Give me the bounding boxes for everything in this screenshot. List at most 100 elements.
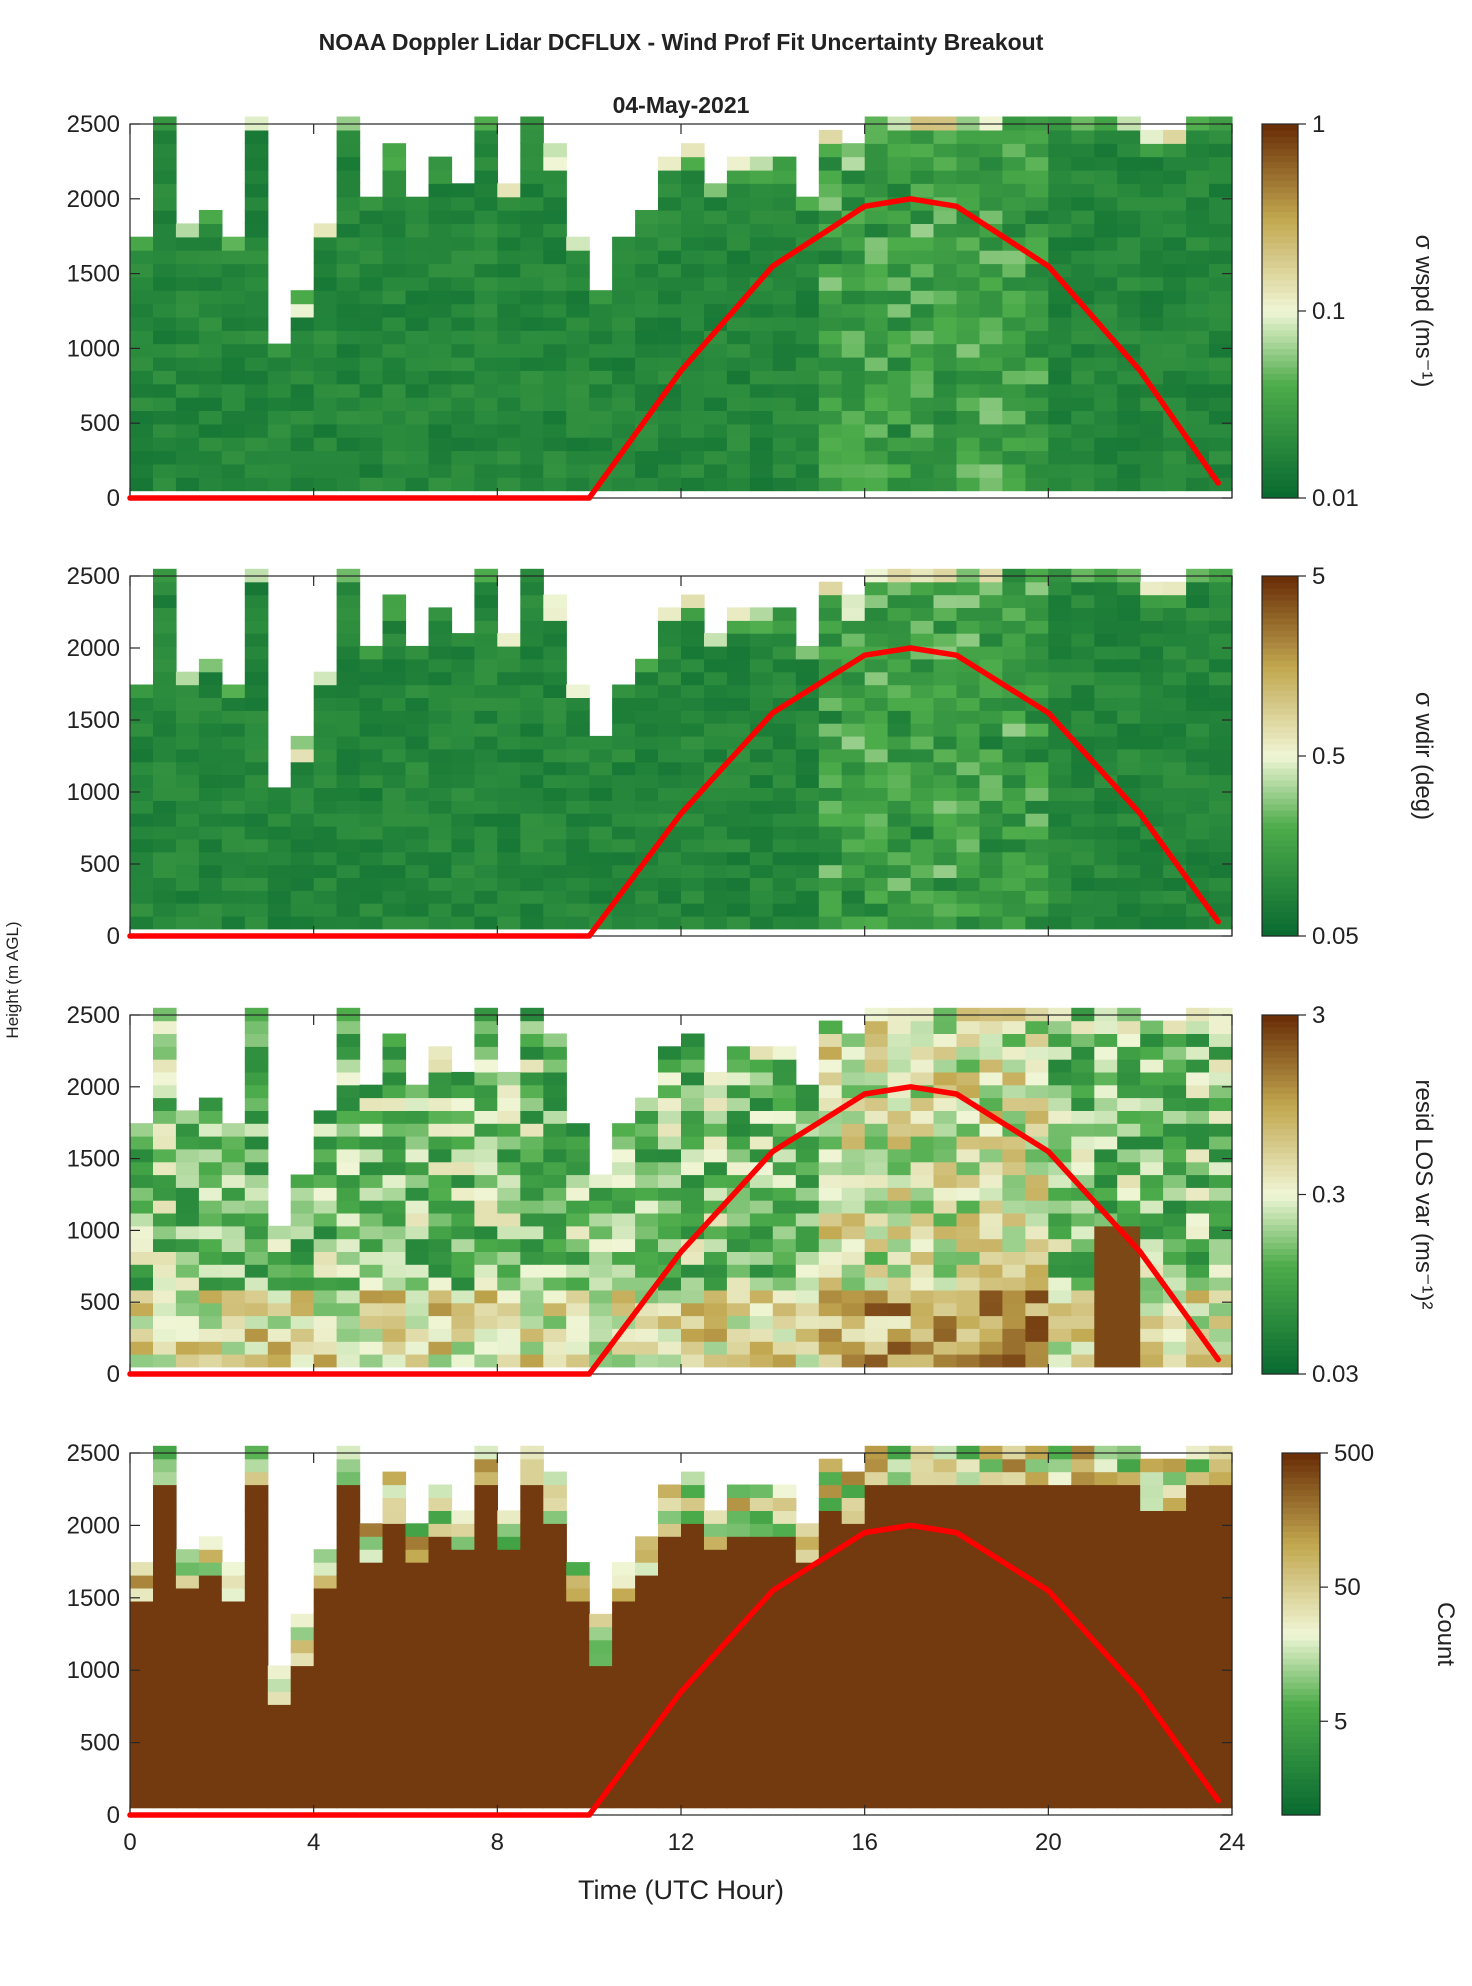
heatmap-cell [704,410,728,425]
heatmap-cell [772,800,797,814]
heatmap-cell [681,1652,705,1667]
heatmap-cell [474,1652,498,1667]
heatmap-cell [1048,1033,1072,1047]
colorbar-segment [1262,1230,1298,1237]
heatmap-cell [681,316,705,331]
heatmap-cell [474,1536,498,1550]
heatmap-cell [704,1251,728,1265]
heatmap-cell [566,787,590,801]
heatmap-cell [864,1277,889,1291]
heatmap-cell [153,1704,177,1718]
heatmap-cell [612,761,636,776]
heatmap-cell [726,1704,751,1718]
heatmap-cell [658,774,682,788]
heatmap-cell [1163,1161,1187,1176]
heatmap-cell [818,1020,843,1034]
colorbar-segment [1262,385,1298,393]
heatmap-cell [1140,1562,1164,1576]
heatmap-cell [130,263,154,278]
colorbar-segment [1262,762,1298,769]
heatmap-cell [726,1341,751,1355]
heatmap-cell [451,710,475,724]
heatmap-cell [681,877,705,891]
heatmap-cell [795,303,820,318]
heatmap-cell [153,1665,177,1679]
heatmap-cell [1025,903,1049,917]
heatmap-cell [589,800,613,814]
heatmap-cell [933,1264,958,1278]
heatmap-cell [1025,143,1049,158]
colorbar-segment [1262,1350,1298,1357]
heatmap-cell [290,437,315,452]
heatmap-cell [153,210,177,224]
heatmap-cell [520,1341,544,1355]
heatmap-cell [520,851,544,866]
heatmap-cell [313,410,338,425]
heatmap-cell [681,1059,705,1073]
heatmap-cell [359,383,384,398]
heatmap-cell [635,1264,659,1278]
heatmap-cell [956,787,981,801]
heatmap-cell [1117,383,1141,398]
heatmap-cell [1117,1097,1141,1111]
heatmap-cell [841,1238,866,1252]
heatmap-cell [658,877,682,891]
colorbar-segment [1262,304,1298,312]
heatmap-cell [221,1302,246,1317]
heatmap-cell [681,1717,705,1731]
heatmap-cell [910,169,935,184]
heatmap-cell [520,748,544,763]
heatmap-cell [198,1161,223,1176]
colorbar-segment [1262,1248,1298,1255]
heatmap-cell [130,1704,154,1718]
heatmap-cell [841,813,866,827]
heatmap-cell [1025,1458,1049,1473]
heatmap-cell [474,236,498,251]
heatmap-cell [589,735,613,750]
heatmap-cell [244,1458,269,1473]
heatmap-cell [1025,645,1049,660]
heatmap-cell [1002,890,1026,904]
heatmap-cell [933,143,958,158]
heatmap-cell [795,1289,820,1304]
heatmap-cell [543,1136,567,1150]
heatmap-cell [520,1600,544,1615]
heatmap-cell [979,196,1004,211]
heatmap-cell [198,1549,223,1563]
heatmap-cell [1094,383,1118,398]
heatmap-cell [1163,1626,1187,1641]
heatmap-cell [1140,1020,1164,1034]
heatmap-cell [749,183,774,198]
heatmap-cell [543,1704,567,1718]
heatmap-cell [1209,787,1233,801]
heatmap-cell [1025,1691,1049,1705]
heatmap-cell [979,263,1004,278]
heatmap-cell [382,276,407,291]
heatmap-cell [198,370,223,385]
heatmap-cell [772,1110,797,1124]
heatmap-cell [841,330,866,345]
heatmap-cell [864,903,889,917]
heatmap-cell [520,383,544,398]
heatmap-cell [841,223,866,238]
heatmap-cell [772,370,797,385]
heatmap-cell [175,697,200,711]
heatmap-cell [956,1743,981,1757]
heatmap-cell [795,1794,820,1809]
heatmap-cell [1002,1213,1026,1227]
colorbar-segment [1262,798,1298,805]
heatmap-cell [198,710,223,724]
heatmap-cell [451,450,475,465]
heatmap-cell [864,1071,889,1086]
heatmap-cell [726,1756,751,1770]
y-tick-label: 500 [80,851,120,878]
heatmap-cell [405,236,430,251]
heatmap-cell [933,1691,958,1705]
heatmap-cell [198,250,223,265]
heatmap-cell [681,210,705,224]
heatmap-cell [130,1174,154,1188]
heatmap-cell [497,787,521,801]
heatmap-cell [979,774,1004,788]
colorbar-segment [1262,360,1298,368]
heatmap-cell [635,890,659,904]
